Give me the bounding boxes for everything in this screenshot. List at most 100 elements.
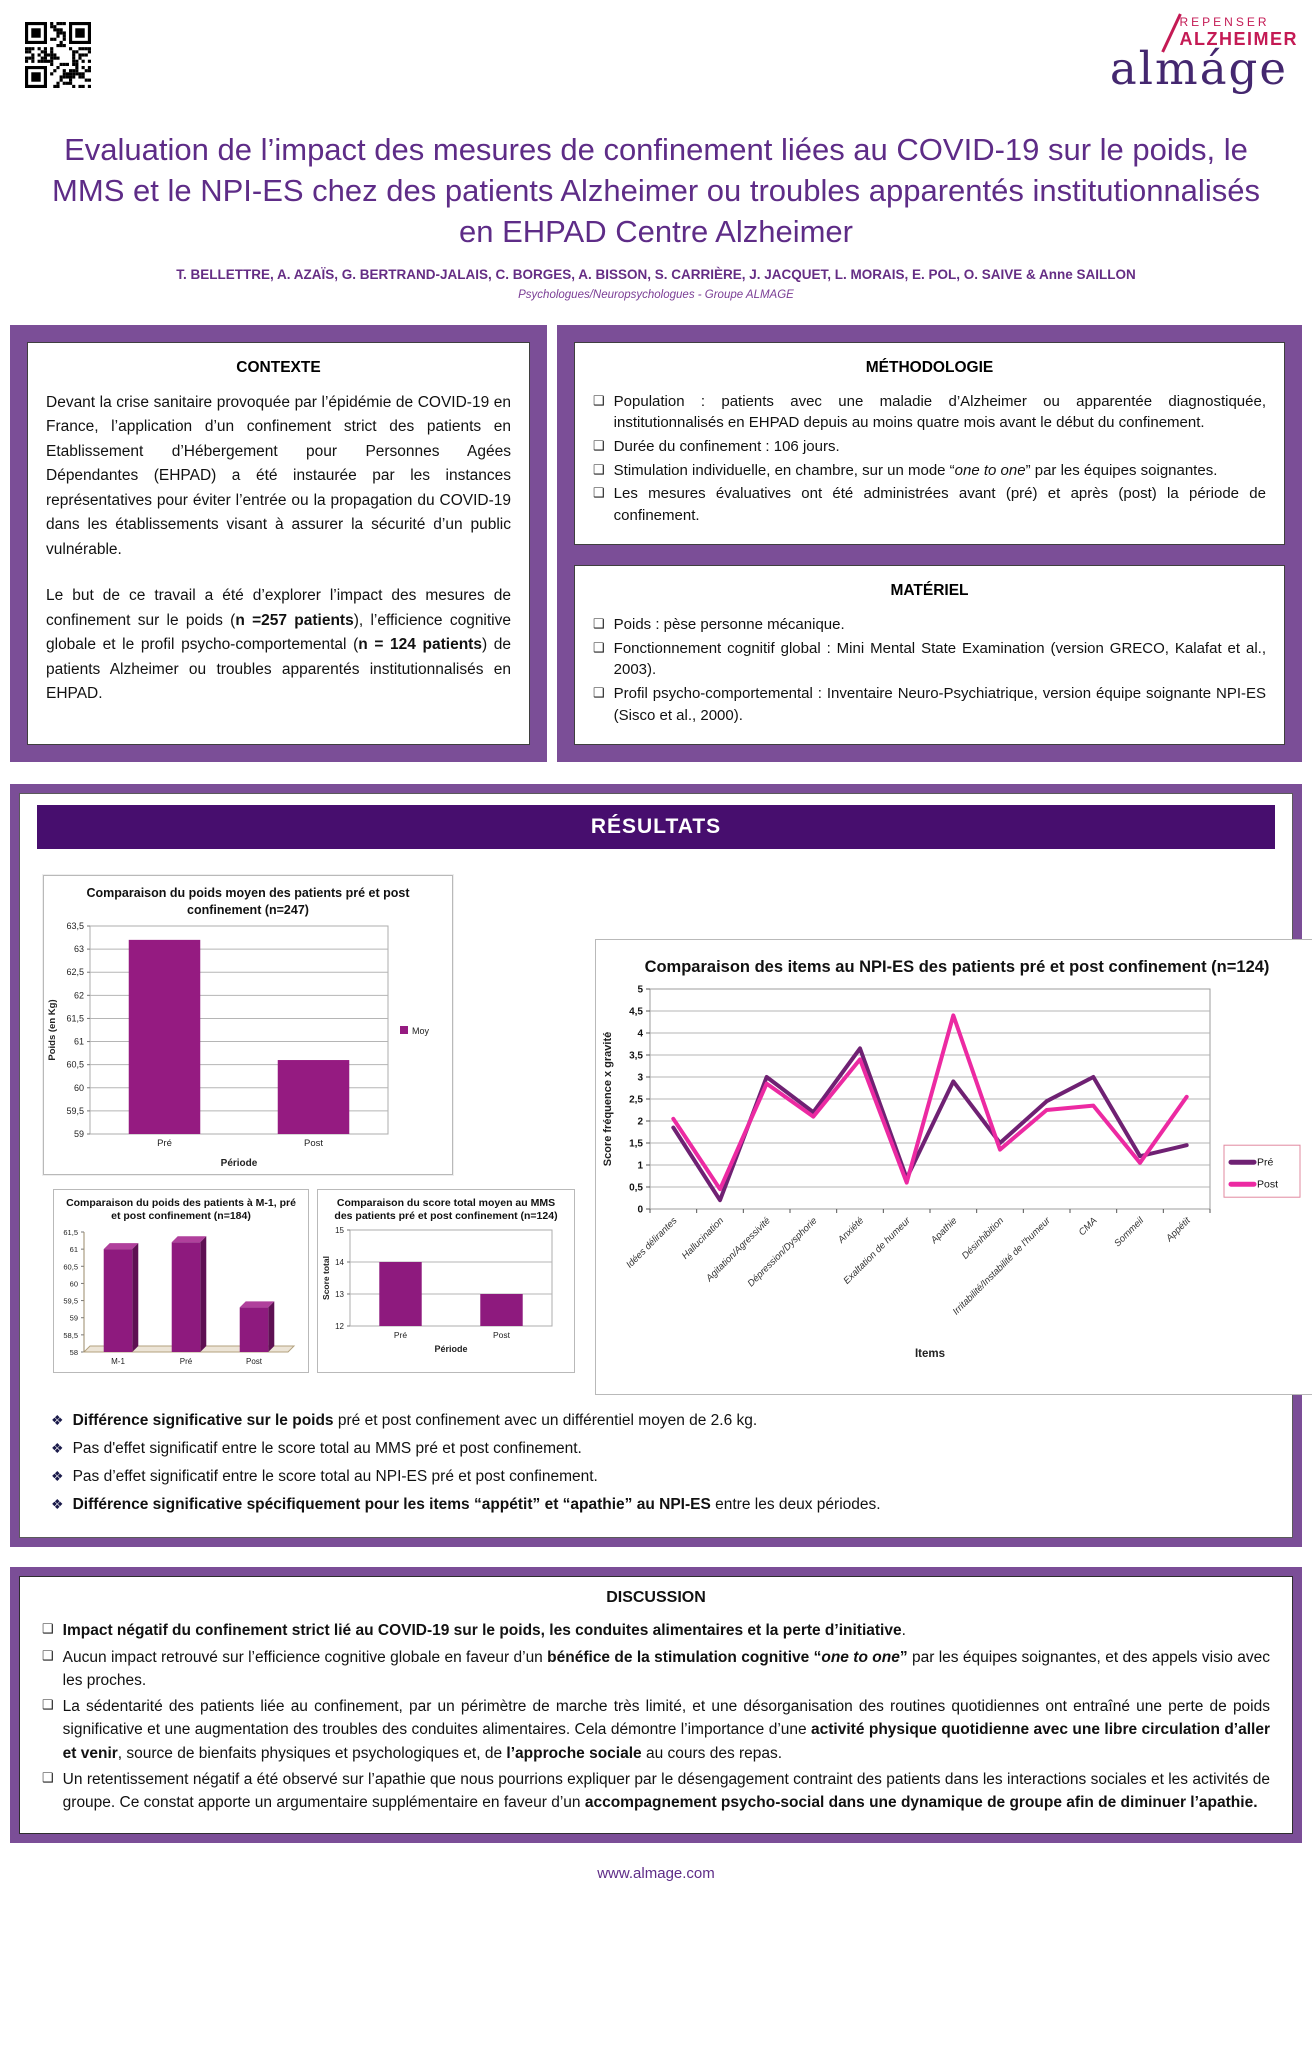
legend-label: Post [1257,1178,1278,1190]
y-tick-label: 61 [74,1036,84,1046]
contexte-title: CONTEXTE [236,358,321,376]
y-tick-label: 1,5 [629,1138,643,1149]
y-tick-label: 60,5 [63,1262,78,1271]
bullet-icon: ❑ [42,1697,54,1713]
chart-mms-title: Comparaison du score total moyen au MMS … [334,1197,558,1223]
discussion-section: DISCUSSION ❑ Impact négatif du confinemen… [19,1576,1293,1835]
list-item: ❑ Poids : pèse personne mécanique. [593,614,1266,636]
chart-npi-items: Comparaison des items au NPI-ES des pati… [595,939,1312,1396]
y-tick-label: 61,5 [66,1013,84,1023]
x-category-label: Apathie [928,1215,959,1246]
y-tick-label: 59,5 [66,1106,84,1116]
x-axis-title: Période [221,1158,258,1169]
y-tick-label: 61 [70,1245,78,1254]
chart-weight-m1: Comparaison du poids des patients à M-1,… [53,1189,309,1374]
bullet-icon: ❑ [42,1647,54,1663]
poster-title: Evaluation de l’impact des mesures de co… [52,132,1260,249]
bullet-icon: ❑ [593,685,605,701]
findings-list: ❖ Différence significative sur le poids p… [29,1401,1283,1531]
bar-top [239,1300,275,1307]
x-category-label: Pré [180,1357,193,1366]
list-item: ❑ La sédentarité des patients liée au con… [42,1695,1270,1765]
methodologie-list: ❑ Population : patients avec une maladie … [593,391,1266,527]
x-category-label: Hallucination [680,1215,726,1261]
bar-Post [277,1059,350,1134]
list-item: ❑ Stimulation individuelle, en chambre, s… [593,460,1266,482]
contexte-paragraph-1: Devant la crise sanitaire provoquée par … [46,393,511,558]
logo-tagline: REPENSER ALZHEIMER [1110,12,1298,53]
list-item: ❖ Différence significative sur le poids p… [51,1409,1267,1433]
almage-url-link[interactable]: www.almage.com [597,1865,715,1883]
y-axis-title: Poids (en Kg) [47,999,58,1060]
results-section: RÉSULTATS Comparaison du poids moyen des… [19,793,1312,1539]
discussion-frame: DISCUSSION ❑ Impact négatif du confinemen… [10,1567,1302,1844]
bullet-icon: ❖ [51,1412,64,1429]
y-tick-label: 0,5 [629,1182,643,1193]
x-category-label: Pré [157,1138,172,1149]
y-tick-label: 60 [74,1083,84,1093]
y-tick-label: 13 [335,1290,344,1299]
list-item: ❑ Un retentissement négatif a été observé… [42,1768,1270,1815]
bar-Pré [171,1241,201,1352]
list-item: ❑ Durée du confinement : 106 jours. [593,436,1266,458]
x-category-label: Anxiété [835,1215,866,1246]
contexte-frame: CONTEXTE Devant la crise sanitaire provo… [10,324,547,763]
legend-label: Moy [412,1026,430,1036]
chart-npi-items-plot: 0 0,5 1 1,5 2 2,5 3 3,5 4 4,5 5 Idées délirantes Hal… [602,984,1301,1360]
y-tick-label: 60,5 [66,1059,84,1069]
bullet-icon: ❑ [42,1769,54,1785]
chart-mms: Comparaison du score total moyen au MMS … [317,1189,575,1374]
x-category-label: Irritabilité/Instabilité de l'humeur [951,1214,1054,1317]
list-item: ❑ Population : patients avec une maladie … [593,391,1266,434]
logo-tagline-line1: REPENSER [1179,15,1270,29]
materiel-box: MATÉRIEL ❑ Poids : pèse personne mécaniqu… [574,565,1285,746]
y-tick-label: 5 [637,984,643,995]
y-tick-label: 4,5 [629,1006,643,1017]
bar-M-1 [103,1248,133,1352]
list-item: ❑ Les mesures évaluatives ont été adminis… [593,483,1266,526]
list-item: ❑ Profil psycho-comportemental : Inventai… [593,683,1266,726]
poster-page: REPENSER ALZHEIMER almáge Evaluation de … [0,0,1312,1883]
x-category-label: Sommeil [1112,1214,1147,1249]
bullet-icon: ❖ [51,1468,64,1485]
bullet-icon: ❑ [593,616,605,632]
list-item: ❑ Fonctionnement cognitif global : Mini M… [593,638,1266,681]
y-tick-label: 61,5 [63,1228,78,1237]
x-category-label: Appétit [1163,1215,1193,1245]
y-tick-label: 60 [70,1279,78,1288]
bullet-icon: ❑ [42,1621,54,1637]
y-tick-label: 1 [637,1160,643,1171]
y-tick-label: 58 [70,1348,78,1357]
x-category-label: Désinhibition [960,1215,1006,1261]
contexte-paragraph-2: Le but de ce travail a été d’explorer l’… [46,587,511,703]
y-tick-label: 62 [74,990,84,1000]
y-tick-label: 59 [70,1313,78,1322]
bar-Post [239,1306,269,1352]
authors-line: T. BELLETTRE, A. AZAÏS, G. BERTRAND-JALA… [176,266,1136,282]
y-tick-label: 4 [637,1028,643,1039]
legend-label: Pré [1257,1156,1274,1168]
y-tick-label: 3,5 [629,1050,643,1061]
bar-side [200,1235,207,1352]
y-tick-label: 62,5 [66,967,84,977]
y-tick-label: 59,5 [63,1296,78,1305]
charts-area: Comparaison du poids moyen des patients … [29,849,1312,1401]
chart-mms-plot: 12 13 14 15 Pré Post Période Score total [321,1226,553,1354]
discussion-title: DISCUSSION [606,1589,706,1607]
y-tick-label: 2,5 [629,1094,643,1105]
list-item: ❖ Différence significative spécifiquement… [51,1493,1267,1517]
bar-Pré [379,1261,422,1326]
bar-top [103,1242,139,1249]
y-tick-label: 0 [637,1204,643,1215]
y-tick-label: 2 [637,1116,643,1127]
contexte-box: CONTEXTE Devant la crise sanitaire provo… [27,341,530,746]
x-category-label: Post [304,1138,323,1149]
qr-code [25,22,91,88]
y-tick-label: 3 [637,1072,643,1083]
bullet-icon: ❑ [593,392,605,408]
almage-logo: REPENSER ALZHEIMER almáge [1110,12,1298,91]
poster-header: REPENSER ALZHEIMER almáge [0,0,1312,104]
top-sections-row: CONTEXTE Devant la crise sanitaire provo… [0,324,1312,763]
y-axis-title: Score fréquence x gravité [602,1031,614,1166]
bar-top [171,1235,207,1242]
